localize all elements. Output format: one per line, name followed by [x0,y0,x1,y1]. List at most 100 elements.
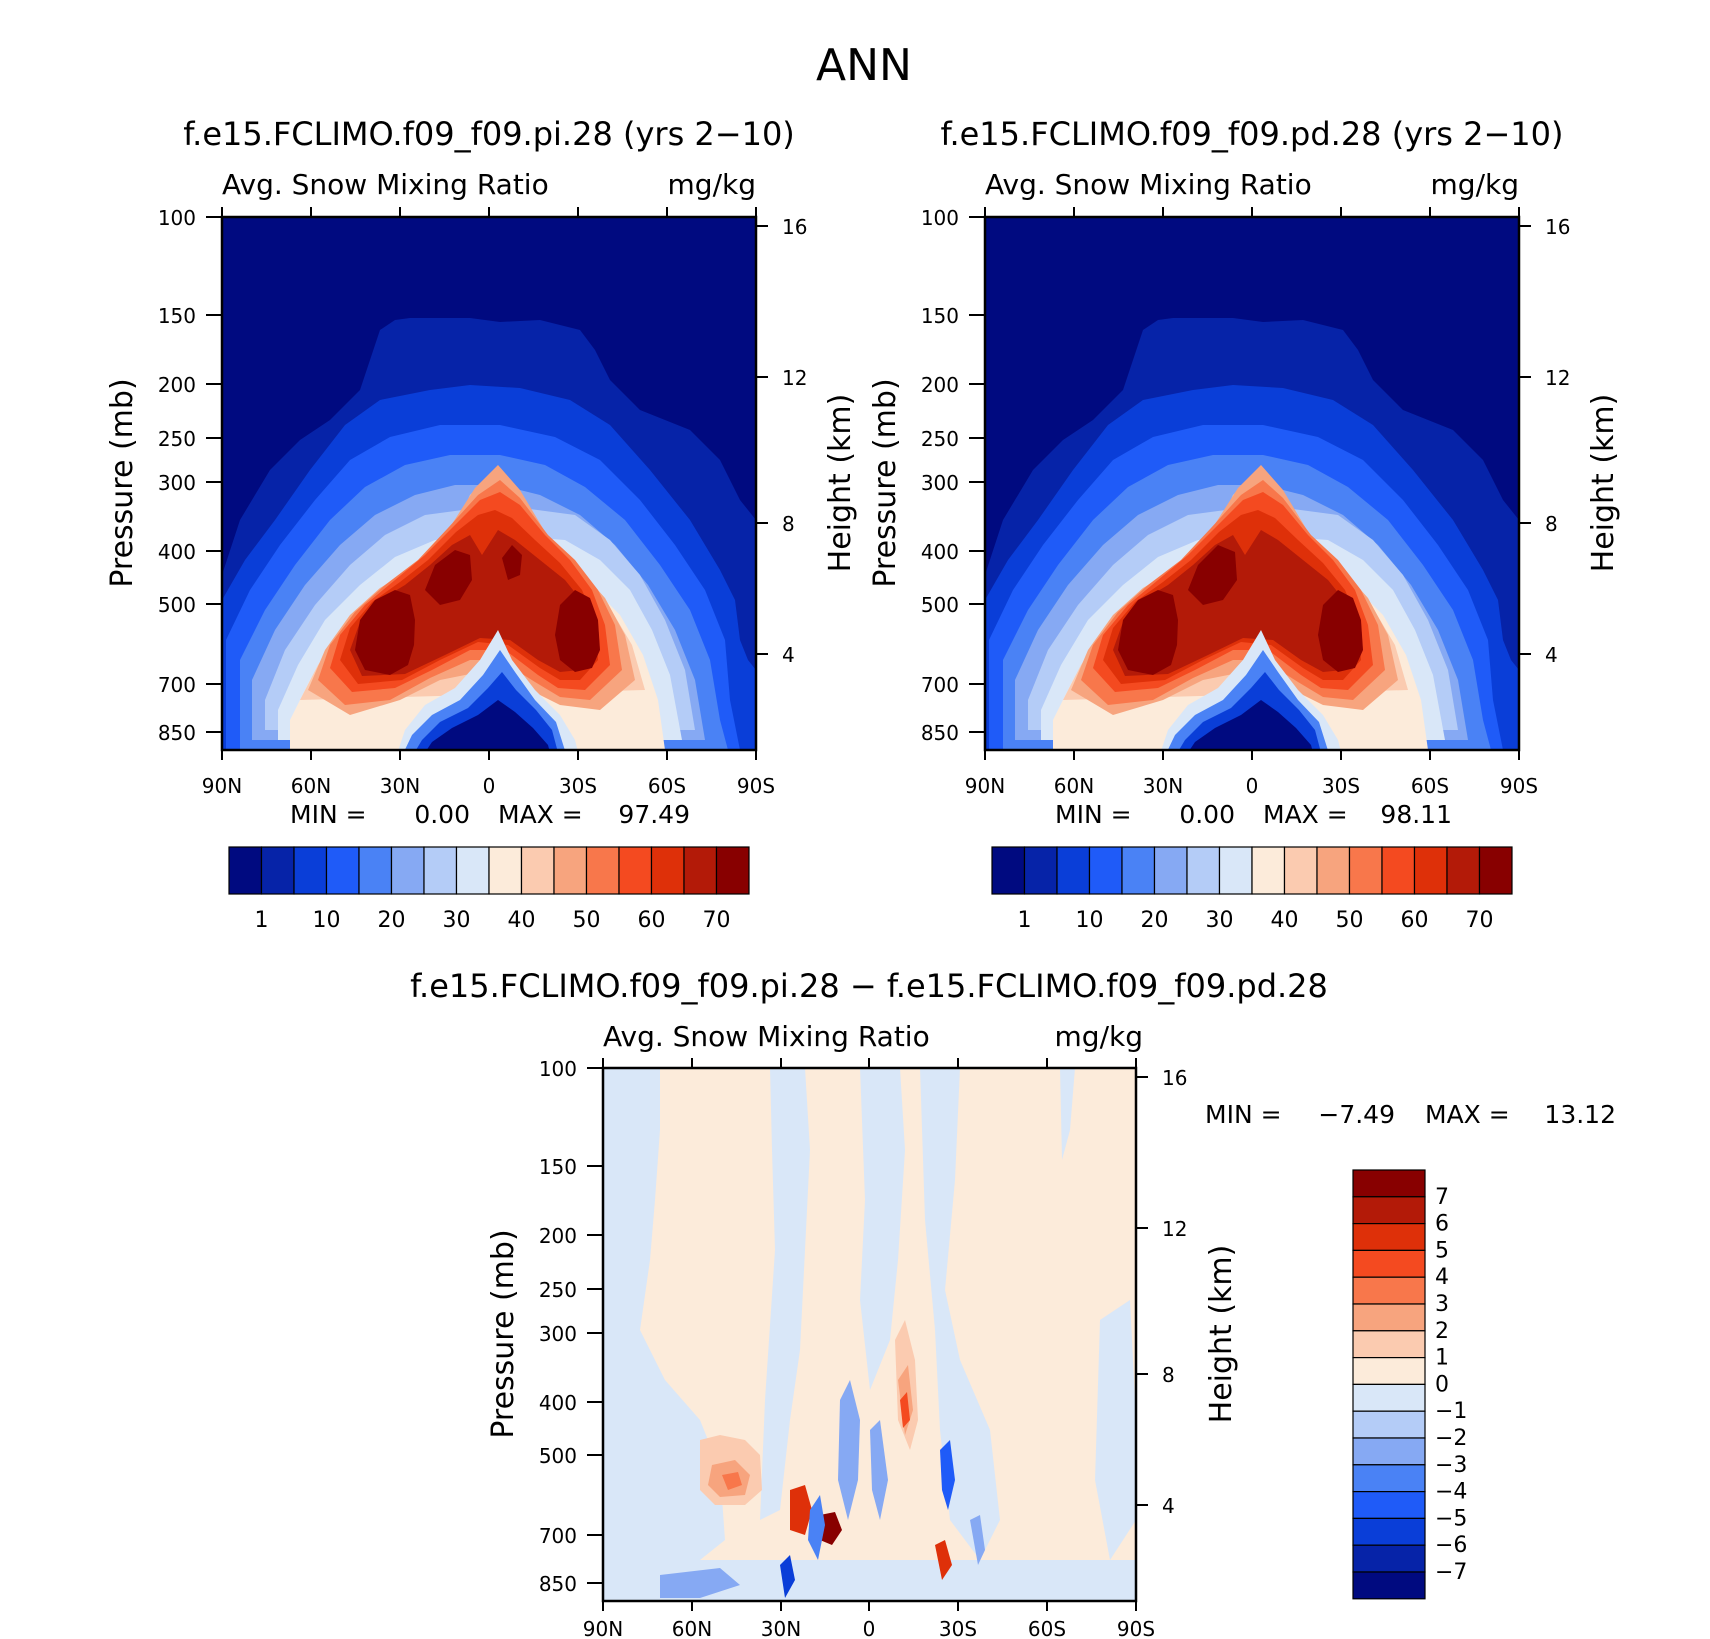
y-tick-label: 100 [158,206,196,230]
colorbar-box [1446,846,1481,895]
colorbar-label: 40 [1271,908,1299,933]
colorbar-label: −1 [1435,1399,1467,1424]
min-label: MIN = [1055,800,1132,829]
colorbar-label: 7 [1435,1185,1449,1210]
field-pos-3 [722,1472,742,1490]
y-tick-label: 150 [921,304,959,328]
field-neg-band [920,1068,1000,1560]
y2-tick-label: 4 [1545,643,1558,667]
x-tick-label: 0 [483,774,496,798]
colorbar-box [358,846,393,895]
colorbar-box [1352,1276,1426,1305]
colorbar-box [1352,1196,1426,1225]
x-tick-label: 90N [965,774,1005,798]
y-tick-label: 700 [921,673,959,697]
y2-ticks [1519,225,1531,655]
y-tick-label: 100 [539,1057,577,1081]
colorbar-label: 70 [1466,908,1494,933]
colorbar-label: 3 [1435,1292,1449,1317]
colorbar-box [1283,846,1318,895]
min-label: MIN = [290,800,367,829]
y-tick-label: 850 [539,1572,577,1596]
y-tick-label: 850 [158,721,196,745]
colorbar-label: 60 [638,908,666,933]
y2-tick-label: 4 [782,643,795,667]
field-neg-band [603,1560,1136,1601]
y-tick-label: 500 [158,593,196,617]
max-value: 98.11 [1380,800,1452,829]
colorbar-box [260,846,295,895]
max-label: MAX = [1425,1100,1510,1129]
x-tick-label: 30N [380,774,420,798]
units-label: mg/kg [1055,1020,1143,1053]
min-label: MIN = [1205,1100,1282,1129]
colorbar-label: 20 [378,908,406,933]
min-value: 0.00 [1179,800,1235,829]
colorbar-box [1352,1169,1426,1198]
variable-label: Avg. Snow Mixing Ratio [985,168,1312,201]
x-tick-label: 90N [202,774,242,798]
x-tick-label: 60N [672,1617,712,1639]
x-tick-labels: 90N 60N 30N 0 30S 60S 90S [965,774,1538,798]
colorbar-box [1121,846,1156,895]
field-neg-2 [808,1495,825,1560]
colorbar-label: −2 [1435,1426,1467,1451]
plot-field [985,217,1519,750]
field-level-15c [555,590,600,672]
y2-tick-labels: 16 12 8 4 [782,215,807,667]
colorbar-box [455,846,490,895]
y-ticks [969,216,985,733]
colorbar-box [293,846,328,895]
colorbar-box [1352,1330,1426,1359]
colorbar-label: 50 [573,908,601,933]
colorbar-box [1352,1222,1426,1251]
panel-pi: f.e15.FCLIMO.f09_f09.pi.28 (yrs 2−10) Av… [105,115,858,933]
y2-ticks [1136,1076,1148,1506]
colorbar-box [1352,1410,1426,1439]
colorbar-box [1352,1356,1426,1385]
y-tick-label: 300 [921,471,959,495]
y-tick-label: 150 [539,1155,577,1179]
panel-difference: f.e15.FCLIMO.f09_f09.pi.28 − f.e15.FCLIM… [410,967,1616,1639]
y2-tick-label: 12 [1162,1217,1187,1241]
y-tick-label: 200 [158,373,196,397]
y2-axis-label: Height (km) [1204,1245,1239,1424]
colorbar-box [1352,1464,1426,1493]
colorbar-box [1352,1303,1426,1332]
colorbar-box [715,846,750,895]
panel-title: f.e15.FCLIMO.f09_f09.pi.28 − f.e15.FCLIM… [410,967,1328,1005]
y-tick-label: 250 [158,427,196,451]
colorbar-box [1218,846,1253,895]
colorbar-box [1352,1571,1426,1600]
colorbar-box [650,846,685,895]
y-ticks [206,216,222,733]
x-tick-label: 60S [1411,774,1449,798]
x-tick-label: 90N [583,1617,623,1639]
x-tick-label: 90S [1117,1617,1155,1639]
colorbar-box [683,846,718,895]
field-pos-9 [935,1540,952,1580]
field-level-15b [1188,545,1237,605]
y-tick-label: 200 [921,373,959,397]
y-tick-label: 400 [921,540,959,564]
field-low-core-4 [1189,700,1313,750]
colorbar-box [1413,846,1448,895]
y-tick-label: 150 [158,304,196,328]
field-level-15b [425,550,472,605]
colorbar-box [228,846,263,895]
panel-title: f.e15.FCLIMO.f09_f09.pd.28 (yrs 2−10) [941,115,1564,153]
field-level-15d [502,545,522,580]
colorbar-box [1352,1544,1426,1573]
colorbar-label: 30 [443,908,471,933]
field-neg-7 [970,1515,985,1565]
figure-title: ANN [816,40,912,91]
x-tick-label: 0 [1246,774,1259,798]
colorbar-label: −4 [1435,1480,1467,1505]
colorbar-box [520,846,555,895]
colorbar-label: 6 [1435,1212,1449,1237]
colorbar-label: −5 [1435,1506,1467,1531]
x-tick-label: 90S [1500,774,1538,798]
y-tick-labels: 100 150 200 250 300 400 500 700 850 [539,1057,577,1596]
colorbar-box [1352,1249,1426,1278]
